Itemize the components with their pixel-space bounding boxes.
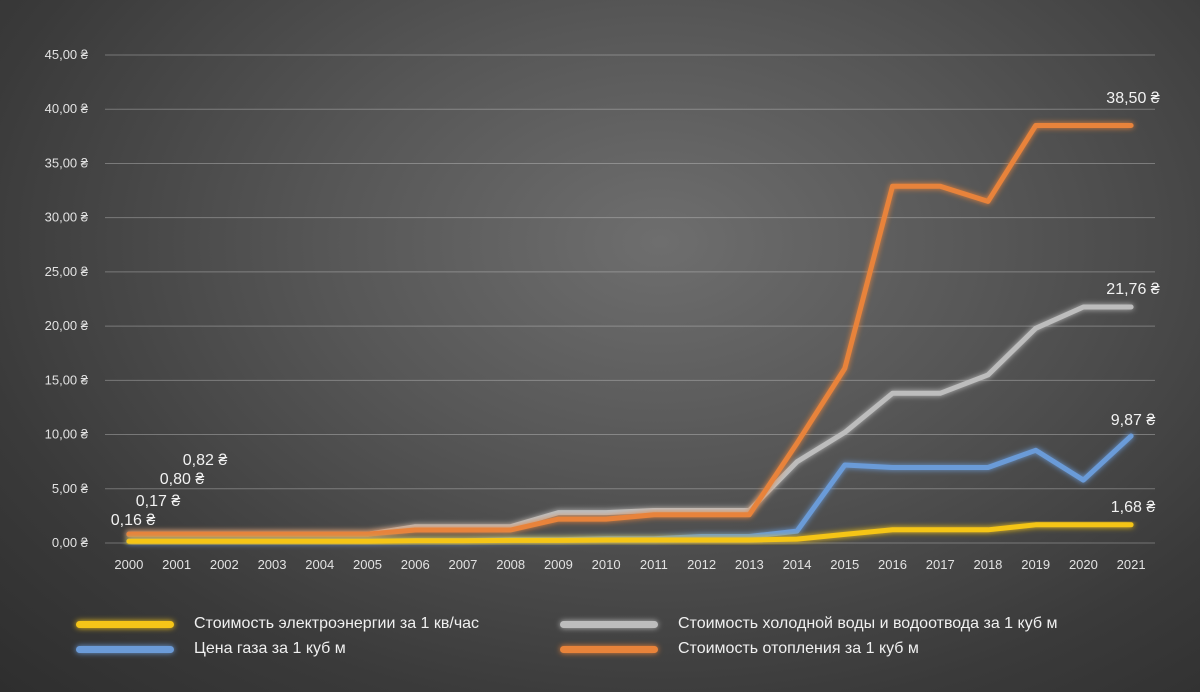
data-label-heating-start: 0,82 ₴ <box>183 452 228 469</box>
x-tick-label: 2005 <box>353 557 382 572</box>
legend-swatch-cold-water <box>560 620 658 628</box>
x-tick-label: 2019 <box>1021 557 1050 572</box>
x-tick-label: 2001 <box>162 557 191 572</box>
x-tick-label: 2015 <box>830 557 859 572</box>
data-label-water-end: 21,76 ₴ <box>1106 281 1159 298</box>
series-line-heating <box>126 123 1134 537</box>
y-tick-label: 0,00 ₴ <box>52 535 89 550</box>
y-axis-ticks: 0,00 ₴ 5,00 ₴ 10,00 ₴ 15,00 ₴ 20,00 ₴ 25,00 ₴… <box>45 47 89 550</box>
x-tick-label: 2006 <box>401 557 430 572</box>
legend-item-electricity: Стоимость электроэнергии за 1 кв/час <box>76 613 479 635</box>
legend-item-cold-water: Стоимость холодной воды и водоотвода за … <box>560 613 1057 635</box>
x-tick-label: 2009 <box>544 557 573 572</box>
x-tick-label: 2000 <box>114 557 143 572</box>
y-tick-label: 10,00 ₴ <box>45 427 89 442</box>
data-label-heating-end: 38,50 ₴ <box>1106 90 1159 107</box>
legend-label-heating: Стоимость отопления за 1 куб м <box>678 640 919 657</box>
x-tick-label: 2010 <box>592 557 621 572</box>
legend-label-cold-water: Стоимость холодной воды и водоотвода за … <box>678 615 1058 632</box>
legend-swatch-heating <box>560 645 658 653</box>
y-tick-label: 25,00 ₴ <box>45 264 89 279</box>
y-tick-label: 45,00 ₴ <box>45 47 89 62</box>
x-tick-label: 2003 <box>258 557 287 572</box>
y-tick-label: 15,00 ₴ <box>45 372 89 387</box>
x-tick-label: 2016 <box>878 557 907 572</box>
y-tick-label: 20,00 ₴ <box>45 318 89 333</box>
y-tick-label: 40,00 ₴ <box>45 101 89 116</box>
x-tick-label: 2017 <box>926 557 955 572</box>
data-label-gas-start: 0,17 ₴ <box>136 493 181 510</box>
data-label-electricity-end: 1,68 ₴ <box>1111 499 1156 516</box>
legend-item-heating: Стоимость отопления за 1 куб м <box>560 638 919 660</box>
x-tick-label: 2012 <box>687 557 716 572</box>
data-label-water-start: 0,80 ₴ <box>160 471 205 488</box>
x-tick-label: 2002 <box>210 557 239 572</box>
legend-swatch-gas <box>76 645 174 653</box>
x-tick-label: 2018 <box>973 557 1002 572</box>
legend-item-gas: Цена газа за 1 куб м <box>76 638 346 660</box>
x-tick-label: 2011 <box>640 557 668 572</box>
data-labels: 0,82 ₴ 0,80 ₴ 0,17 ₴ 0,16 ₴ 38,50 ₴ 21,76 ₴ 9,… <box>111 90 1160 529</box>
y-tick-label: 30,00 ₴ <box>45 210 89 225</box>
x-tick-label: 2007 <box>448 557 477 572</box>
series-lines <box>126 123 1134 544</box>
series-line-cold-water <box>126 304 1134 537</box>
x-axis-ticks: 2000 2001 2002 2003 2004 2005 2006 2007 2008 2009… <box>114 557 1145 572</box>
y-tick-label: 5,00 ₴ <box>52 481 89 496</box>
x-tick-label: 2020 <box>1069 557 1098 572</box>
x-tick-label: 2021 <box>1117 557 1146 572</box>
legend-swatch-electricity <box>76 620 174 628</box>
legend-label-gas: Цена газа за 1 куб м <box>194 640 346 657</box>
data-label-gas-end: 9,87 ₴ <box>1111 412 1156 429</box>
y-tick-label: 35,00 ₴ <box>45 155 89 170</box>
legend: Стоимость электроэнергии за 1 кв/час Сто… <box>0 610 1200 670</box>
legend-label-electricity: Стоимость электроэнергии за 1 кв/час <box>194 615 480 632</box>
data-label-electricity-start: 0,16 ₴ <box>111 512 156 529</box>
series-line-electricity <box>126 522 1134 544</box>
x-tick-label: 2013 <box>735 557 764 572</box>
x-tick-label: 2014 <box>783 557 812 572</box>
gridlines <box>105 54 1155 544</box>
x-tick-label: 2004 <box>305 557 334 572</box>
x-tick-label: 2008 <box>496 557 525 572</box>
